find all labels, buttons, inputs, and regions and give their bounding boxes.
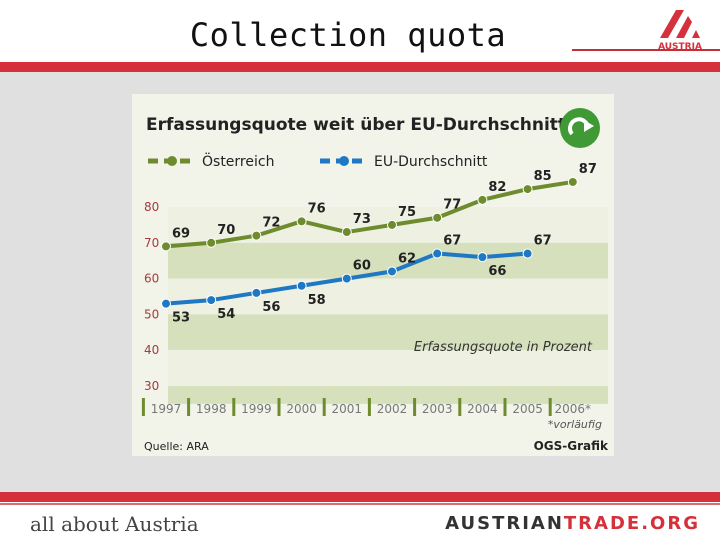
x-axis: 1997 1998 1999 2000 2001 2002 2003 2004 2005 2006… — [141, 398, 592, 416]
footer-brand-part-b: TRADE.ORG — [563, 513, 700, 534]
bottom-rule — [0, 503, 720, 505]
y-tick-label: 40 — [144, 343, 159, 357]
x-tick-label: 2000 — [286, 402, 317, 416]
data-point — [251, 287, 262, 298]
grid-band — [168, 350, 608, 386]
y-tick-label: 30 — [144, 379, 159, 393]
data-label: 56 — [262, 300, 280, 315]
data-label: 82 — [488, 180, 506, 195]
logo-text: AUSTRIA — [658, 42, 702, 52]
grid-band — [168, 314, 608, 351]
data-label: 76 — [308, 201, 326, 216]
x-tick-label: 2002 — [377, 402, 408, 416]
data-label: 72 — [262, 216, 280, 231]
data-label: 53 — [172, 311, 190, 326]
data-label: 70 — [217, 223, 235, 238]
data-label: 58 — [308, 293, 326, 308]
data-label: 54 — [217, 307, 235, 322]
legend-item-eu: EU-Durchschnitt — [320, 154, 488, 170]
bottom-band — [0, 492, 720, 502]
x-tick-label: 1997 — [151, 402, 182, 416]
y-axis-ticks: 30 40 50 60 70 80 — [144, 200, 159, 393]
data-point — [341, 227, 352, 238]
data-label: 60 — [353, 259, 371, 274]
series-line-0 — [165, 179, 574, 249]
data-label: 69 — [172, 226, 190, 241]
y-tick-label: 70 — [144, 236, 159, 250]
data-point — [206, 295, 217, 306]
data-point — [296, 280, 307, 291]
data-label: 73 — [353, 212, 371, 227]
data-label: 67 — [534, 234, 552, 249]
series-group: 69 70 72 76 73 75 77 82 85 87 53 54 56 58 60 62 67 66 67 — [161, 162, 597, 326]
data-point — [161, 298, 171, 309]
data-point — [251, 230, 262, 241]
chart-credit: OGS-Grafik — [534, 439, 609, 453]
legend-item-oesterreich: Österreich — [148, 152, 274, 170]
data-label: 66 — [488, 264, 506, 279]
data-point — [432, 248, 443, 259]
recycling-arrows-icon — [560, 108, 600, 148]
chart-source: Quelle: ARA — [144, 440, 209, 453]
x-tick-label: 2006* — [555, 402, 592, 416]
data-point — [341, 273, 352, 284]
y-tick-label: 80 — [144, 200, 159, 214]
y-tick-label: 60 — [144, 272, 159, 286]
data-label: 67 — [443, 234, 461, 249]
data-point — [522, 184, 533, 195]
data-point — [296, 216, 307, 227]
data-point — [567, 176, 578, 187]
y-tick-label: 50 — [144, 307, 159, 321]
data-point — [522, 248, 533, 259]
data-point — [161, 241, 171, 252]
data-label: 77 — [443, 198, 461, 213]
line-chart: Erfassungsquote weit über EU-Durchschnit… — [132, 94, 614, 456]
x-tick-label: 1999 — [241, 402, 272, 416]
footer-brand-part-a: AUSTRIAN — [445, 513, 564, 534]
data-point — [477, 252, 488, 263]
chart-card: Erfassungsquote weit über EU-Durchschnit… — [132, 94, 614, 456]
data-label: 85 — [534, 169, 552, 184]
chart-footnote: *vorläufig — [548, 418, 602, 431]
header-rule — [572, 49, 720, 51]
x-tick-label: 2003 — [422, 402, 453, 416]
x-tick-label: 1998 — [196, 402, 227, 416]
data-point — [477, 194, 488, 205]
austria-logo: AUSTRIA — [658, 10, 702, 52]
data-label: 87 — [579, 162, 597, 177]
chart-annotation: Erfassungsquote in Prozent — [414, 340, 593, 355]
data-point — [206, 237, 217, 248]
data-point — [387, 219, 397, 230]
slide-title: Collection quota — [189, 16, 507, 54]
legend-label-eu: EU-Durchschnitt — [374, 154, 488, 170]
chart-title: Erfassungsquote weit über EU-Durchschnit… — [146, 115, 566, 135]
data-point — [432, 212, 443, 223]
legend-label-oesterreich: Österreich — [202, 152, 274, 170]
top-band — [0, 62, 720, 72]
data-point — [387, 266, 397, 277]
data-label: 75 — [398, 205, 416, 220]
footer-tagline: all about Austria — [30, 512, 199, 536]
footer-brand[interactable]: AUSTRIANTRADE.ORG — [445, 513, 700, 534]
legend: Österreich EU-Durchschnitt — [148, 152, 488, 170]
x-tick-label: 2005 — [512, 402, 543, 416]
data-label: 62 — [398, 251, 416, 266]
x-tick-label: 2001 — [332, 402, 363, 416]
x-tick-label: 2004 — [467, 402, 498, 416]
